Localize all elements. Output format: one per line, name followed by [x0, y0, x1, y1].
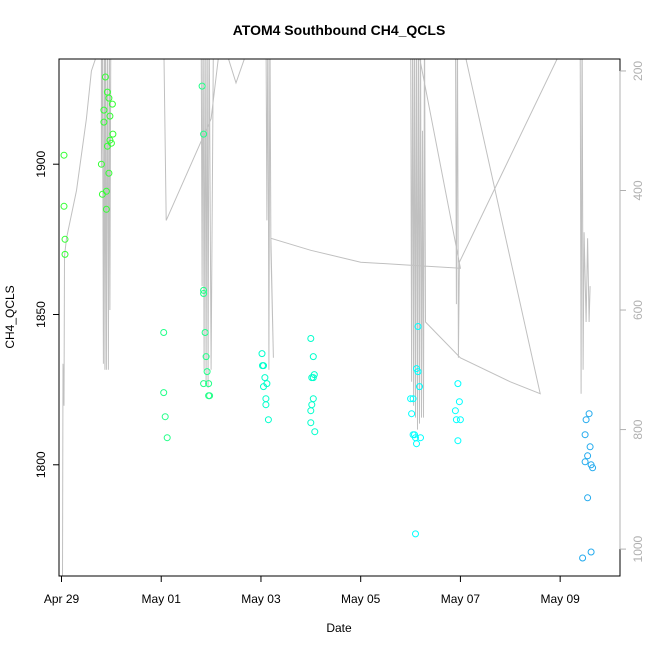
data-point	[408, 410, 416, 418]
y-tick-label: 1800	[34, 451, 48, 478]
data-point	[584, 452, 592, 460]
data-point	[60, 202, 68, 210]
data-point	[163, 434, 171, 442]
right-tick-label: 400	[631, 180, 645, 200]
data-point	[451, 407, 459, 415]
data-point	[412, 530, 419, 538]
right-tick-label: 1000	[631, 535, 645, 562]
x-axis: Apr 29 May 01 May 03 May 05 May 07 May 09	[44, 575, 580, 606]
data-point	[261, 374, 269, 382]
data-point	[414, 323, 422, 330]
y-axis-label: CH4_QCLS	[3, 285, 17, 348]
right-tick-label: 200	[631, 61, 645, 81]
data-point	[100, 106, 108, 114]
x-tick-label: May 09	[540, 592, 580, 606]
data-point	[309, 374, 317, 382]
data-point	[455, 398, 463, 406]
x-tick-label: May 07	[441, 592, 481, 606]
data-point	[586, 443, 594, 451]
data-point	[108, 100, 116, 108]
data-point	[101, 73, 109, 81]
data-point	[411, 431, 418, 439]
data-point	[409, 395, 417, 403]
data-point	[585, 410, 593, 418]
data-point	[307, 407, 315, 415]
x-tick-label: Apr 29	[44, 592, 80, 606]
x-tick-label: May 03	[241, 592, 281, 606]
data-point	[107, 139, 115, 147]
data-point	[456, 416, 464, 424]
data-point	[307, 335, 315, 342]
right-axis: 200 400 600 800 1000	[619, 61, 645, 562]
data-point	[109, 130, 117, 138]
data-point	[61, 235, 69, 243]
data-point	[160, 329, 168, 336]
y-axis: 1800 1850 1900	[34, 151, 60, 478]
y-tick-label: 1900	[34, 151, 48, 178]
data-point	[309, 395, 317, 403]
data-point	[587, 548, 595, 556]
data-point	[310, 371, 318, 379]
data-point	[264, 416, 272, 424]
right-tick-label: 600	[631, 300, 645, 320]
data-point	[106, 112, 114, 120]
data-point	[200, 380, 208, 388]
data-point	[105, 94, 113, 102]
data-point	[452, 416, 460, 424]
data-point	[582, 416, 590, 424]
data-point	[198, 82, 206, 90]
data-point	[200, 286, 208, 294]
data-point	[160, 389, 168, 397]
plot-frame	[58, 58, 621, 577]
data-point	[105, 169, 113, 177]
data-point	[100, 118, 108, 126]
data-point	[263, 380, 271, 388]
data-point	[307, 419, 315, 427]
y-tick-label: 1850	[34, 301, 48, 328]
data-point	[201, 329, 209, 336]
data-point	[417, 434, 424, 442]
data-point	[102, 187, 110, 195]
data-point	[161, 413, 169, 421]
pressure-trace	[62, 59, 591, 576]
x-tick-label: May 05	[341, 592, 381, 606]
data-point	[61, 250, 69, 258]
data-point	[60, 151, 68, 159]
data-point	[414, 368, 422, 376]
data-point	[102, 205, 110, 213]
data-point	[579, 554, 587, 562]
data-point	[589, 464, 597, 472]
data-point	[200, 130, 208, 138]
data-point	[308, 401, 316, 409]
data-point	[584, 494, 592, 502]
data-point	[258, 350, 266, 358]
data-point	[311, 428, 319, 436]
data-point	[97, 160, 105, 168]
x-tick-label: May 01	[142, 592, 182, 606]
data-point	[202, 353, 210, 361]
data-point	[454, 380, 462, 388]
data-points	[60, 73, 597, 562]
data-point	[581, 458, 589, 466]
data-point	[206, 392, 214, 400]
data-point	[205, 380, 213, 388]
data-point	[203, 368, 211, 376]
data-point	[581, 431, 589, 439]
data-point	[407, 395, 415, 403]
data-point	[454, 437, 462, 445]
data-point	[413, 440, 420, 448]
chart-title: ATOM4 Southbound CH4_QCLS	[233, 22, 446, 38]
data-point	[200, 290, 208, 297]
data-point	[416, 383, 423, 391]
x-axis-label: Date	[326, 621, 352, 635]
right-tick-label: 800	[631, 419, 645, 439]
pressure-line	[62, 59, 591, 576]
data-point	[262, 401, 270, 409]
data-point	[262, 395, 270, 403]
data-point	[260, 362, 267, 370]
data-point	[309, 353, 317, 361]
